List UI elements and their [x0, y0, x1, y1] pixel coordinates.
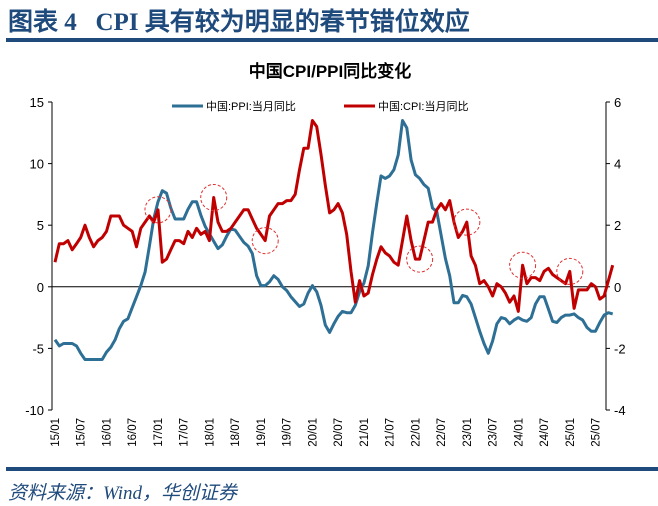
figure-title: 图表 4 CPI 具有较为明显的春节错位效应 — [8, 9, 470, 36]
right-tick-label: 4 — [614, 157, 621, 172]
right-tick-label: 6 — [614, 95, 621, 110]
x-tick-label: 15/07 — [76, 418, 88, 447]
legend-label-cpi: 中国:CPI:当月同比 — [378, 99, 468, 113]
highlight-circle — [509, 251, 537, 279]
x-tick-label: 21/01 — [359, 418, 371, 447]
x-tick-label: 17/07 — [179, 418, 191, 447]
x-tick-label: 22/01 — [410, 418, 422, 447]
x-tick-label: 22/07 — [436, 418, 448, 447]
left-tick-label: -5 — [32, 341, 44, 356]
left-tick-label: 10 — [30, 157, 44, 172]
x-tick-label: 23/07 — [488, 418, 500, 447]
right-tick-label: -2 — [614, 341, 626, 356]
x-tick-label: 18/01 — [204, 418, 216, 447]
x-tick-label: 25/01 — [565, 418, 577, 447]
legend: 中国:PPI:当月同比 中国:CPI:当月同比 — [172, 99, 468, 113]
x-tick-label: 18/07 — [230, 418, 242, 447]
x-tick-label: 16/01 — [101, 418, 113, 447]
title-rule — [6, 38, 658, 42]
highlight-circle — [556, 257, 584, 285]
x-tick-label: 21/07 — [385, 418, 397, 447]
x-tick-label: 24/07 — [539, 418, 551, 447]
highlight-circle — [406, 245, 434, 273]
x-tick-label: 20/07 — [333, 418, 345, 447]
highlight-circle — [251, 227, 279, 255]
footer-rule — [6, 467, 658, 471]
right-tick-label: 0 — [614, 280, 621, 295]
cpi-line — [53, 119, 615, 313]
x-tick-label: 17/01 — [153, 418, 165, 447]
x-tick-label: 15/01 — [50, 418, 62, 447]
x-tick-label: 16/07 — [127, 418, 139, 447]
highlight-circle — [144, 196, 172, 224]
x-tick-label: 19/01 — [256, 418, 268, 447]
left-tick-label: 15 — [30, 95, 44, 110]
x-tick-label: 24/01 — [513, 418, 525, 447]
x-tick-label: 25/07 — [591, 418, 603, 447]
ppi-line — [53, 119, 614, 361]
source-note: 资料来源：Wind，华创证券 — [8, 483, 238, 504]
right-tick-label: 2 — [614, 218, 621, 233]
highlight-circle — [200, 183, 228, 211]
left-tick-label: -10 — [25, 403, 44, 418]
left-tick-label: 5 — [37, 218, 44, 233]
x-tick-label: 20/01 — [307, 418, 319, 447]
left-tick-label: 0 — [37, 280, 44, 295]
x-tick-label: 23/01 — [462, 418, 474, 447]
right-tick-label: -4 — [614, 403, 626, 418]
highlight-circle — [453, 208, 481, 236]
chart-title: 中国CPI/PPI同比变化 — [249, 61, 411, 81]
x-tick-label: 19/07 — [282, 418, 294, 447]
legend-label-ppi: 中国:PPI:当月同比 — [206, 99, 296, 113]
